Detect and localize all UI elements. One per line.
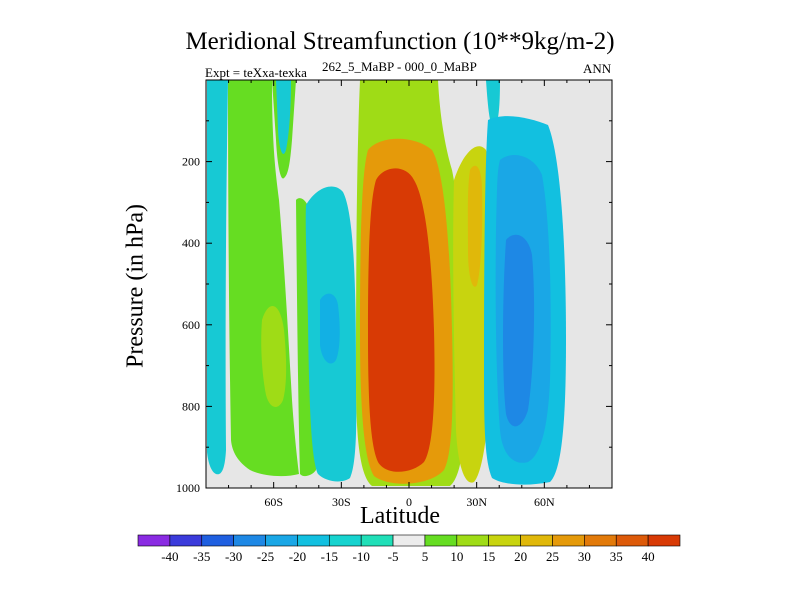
x-tick-label: 30S [332, 495, 351, 509]
colorbar-label: 20 [514, 549, 527, 564]
colorbar-label: 15 [482, 549, 495, 564]
nh-subtropical-core [467, 165, 483, 287]
colorbar-swatch [392, 534, 426, 547]
colorbar-swatch [647, 534, 681, 547]
nh-upper-negative-strip [486, 80, 500, 128]
season-label: ANN [583, 61, 612, 76]
colorbar-label: -20 [289, 549, 306, 564]
experiment-label: Expt = teXxa-texka [205, 65, 307, 80]
nh-midlat-negative-core [503, 234, 535, 427]
colorbar-label: -30 [225, 549, 242, 564]
contour-fills [207, 80, 566, 486]
colorbar-swatch [615, 534, 649, 547]
colorbar-swatch [360, 534, 394, 547]
colorbar-swatch [137, 534, 171, 547]
chart-title: Meridional Streamfunction (10**9kg/m-2) [185, 28, 615, 55]
x-tick-label: 0 [406, 495, 412, 509]
colorbar-swatch [456, 534, 490, 547]
colorbar-swatch [169, 534, 203, 547]
colorbar-swatch [424, 534, 458, 547]
colorbar-swatch [265, 534, 298, 547]
colorbar-label: 35 [610, 549, 623, 564]
sh-polar-positive-core [261, 306, 287, 407]
x-tick-label: 60S [264, 495, 283, 509]
x-axis-label: Latitude [360, 503, 440, 529]
colorbar-swatch [201, 534, 234, 547]
colorbar-label: 25 [546, 549, 559, 564]
x-tick-label: 60N [534, 495, 555, 509]
colorbar-swatch [328, 534, 362, 547]
colorbar-swatch [584, 534, 617, 547]
sh-midlat-negative-core [320, 293, 340, 364]
colorbar-swatch [233, 534, 266, 547]
axis-ticks: 60S 30S 0 30N 60N 200 400 600 800 1000 [176, 80, 612, 509]
colorbar-label: -25 [257, 549, 274, 564]
colorbar-label: 5 [422, 549, 429, 564]
colorbar-label: 10 [450, 549, 463, 564]
colorbar-swatch [488, 534, 521, 547]
colorbar-swatch [552, 534, 585, 547]
y-tick-label: 200 [182, 155, 200, 169]
y-tick-label: 800 [182, 399, 200, 413]
y-tick-label: 1000 [176, 481, 200, 495]
colorbar-label: 30 [578, 549, 591, 564]
colorbar-label: 40 [642, 549, 655, 564]
colorbar-label: -10 [353, 549, 370, 564]
sh-upper-negative-strip [276, 80, 291, 154]
x-tick-label: 30N [466, 495, 487, 509]
y-tick-label: 600 [182, 318, 200, 332]
colorbar-swatch [520, 534, 553, 547]
sh-polar-negative-cell [207, 80, 228, 475]
colorbar-label: -35 [193, 549, 210, 564]
colorbar-label: -15 [321, 549, 338, 564]
colorbar: -40 -35 -30 -25 -20 -15 -10 -5 5 10 15 20 25 30 35 40 [137, 534, 681, 564]
tropical-hadley-cell [368, 168, 435, 472]
colorbar-label: -40 [161, 549, 178, 564]
nh-subtropical-positive-cell [453, 146, 494, 483]
colorbar-swatch [297, 534, 330, 547]
colorbar-label: -5 [388, 549, 399, 564]
chart-subtitle: 262_5_MaBP - 000_0_MaBP [322, 59, 477, 74]
y-tick-label: 400 [182, 236, 200, 250]
